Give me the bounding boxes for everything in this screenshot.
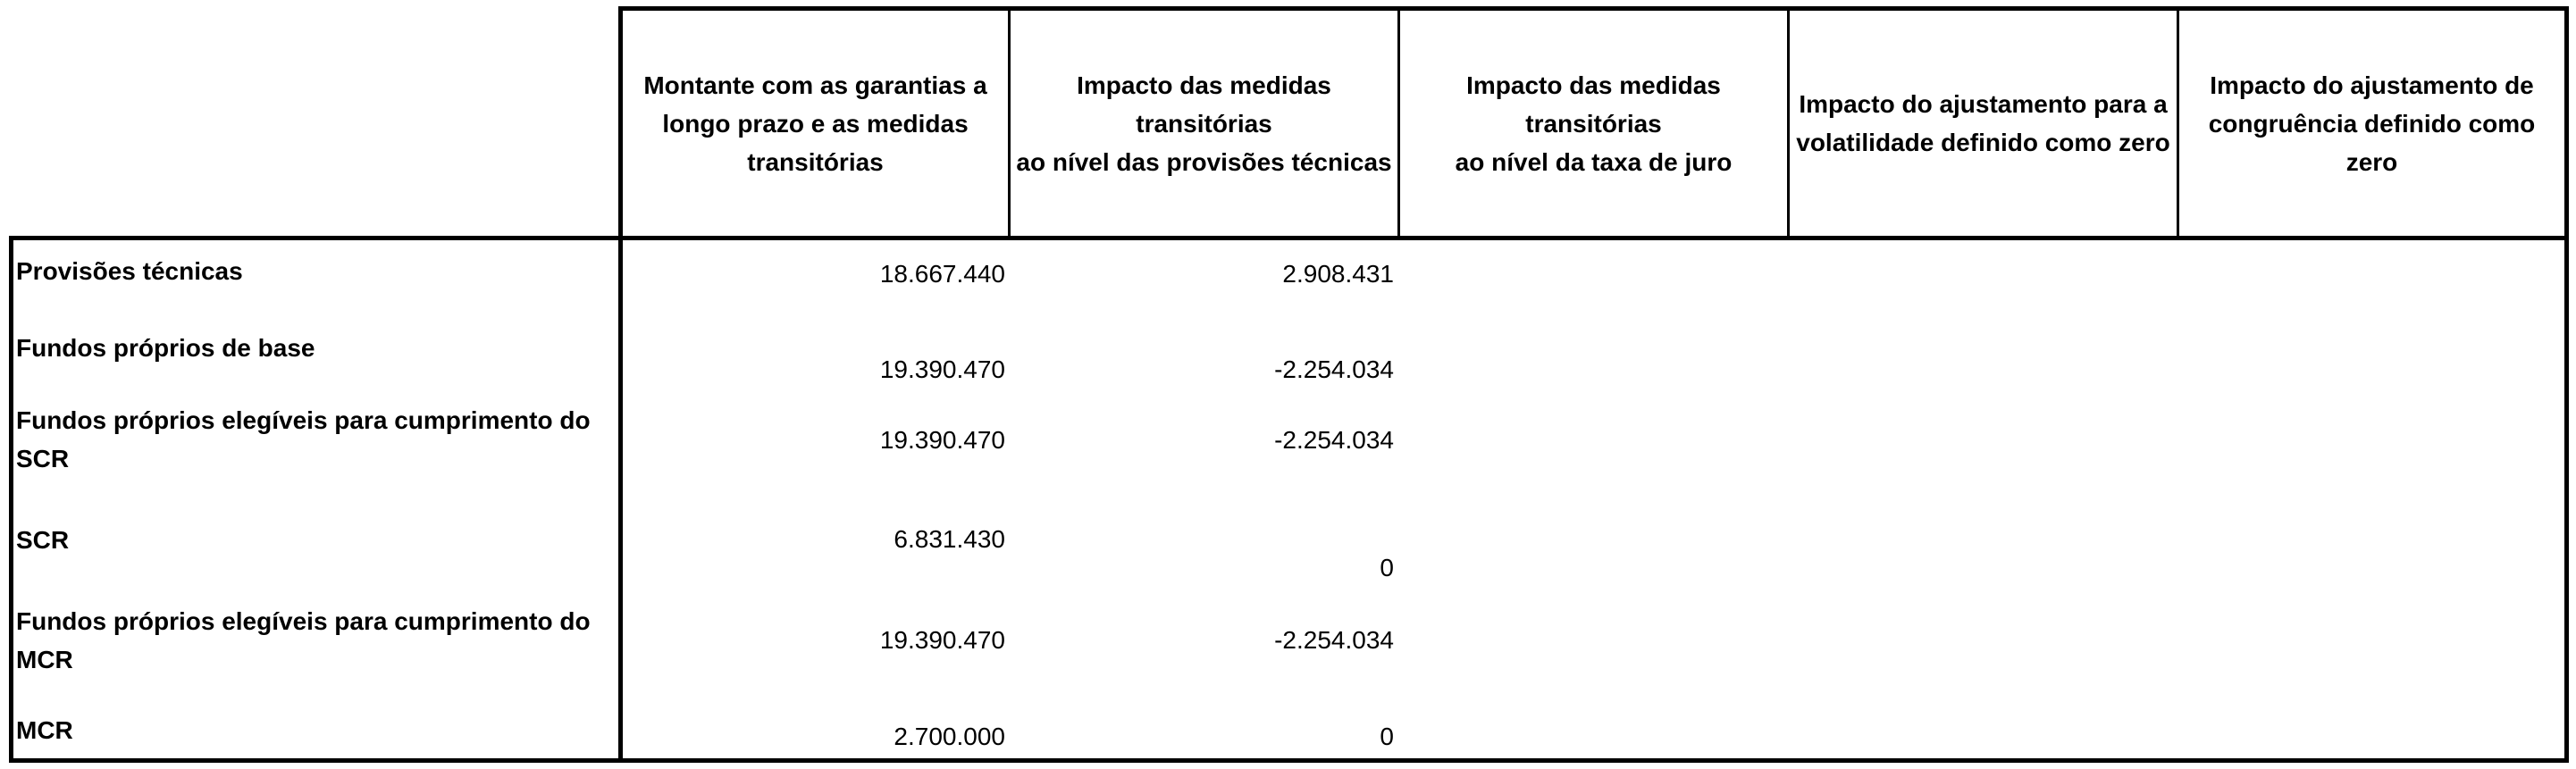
- cell-value: 6.831.430: [894, 525, 1005, 553]
- column-header-technical-provisions-impact: Impacto das medidas transitórias ao níve…: [1016, 71, 1392, 176]
- cell-value: -2.254.034: [1274, 626, 1394, 654]
- cell-value: 2.700.000: [894, 723, 1005, 750]
- body-frame: [9, 236, 2569, 763]
- row-label-scr: SCR: [16, 526, 70, 554]
- column-header-interest-rate-impact: Impacto das medidas transitórias ao níve…: [1455, 71, 1733, 176]
- cell-value: 19.390.470: [879, 355, 1005, 383]
- column-header-matching-adjustment-impact: Impacto do ajustamento de congruência de…: [2208, 71, 2536, 176]
- row-label-eligible-own-funds-scr: Fundos próprios elegíveis para cumprimen…: [16, 406, 591, 472]
- header-frame: [618, 6, 2569, 240]
- row-label-eligible-own-funds-mcr: Fundos próprios elegíveis para cumprimen…: [16, 607, 591, 673]
- label-column-divider: [618, 236, 623, 763]
- cell-value: 19.390.470: [879, 626, 1005, 654]
- column-divider: [1397, 6, 1400, 240]
- cell-value: -2.254.034: [1274, 355, 1394, 383]
- row-label-technical-provisions: Provisões técnicas: [16, 257, 243, 285]
- cell-value: 2.908.431: [1282, 260, 1394, 288]
- column-divider: [1008, 6, 1011, 240]
- column-divider: [1787, 6, 1790, 240]
- row-label-basic-own-funds: Fundos próprios de base: [16, 334, 315, 362]
- column-divider: [2177, 6, 2179, 240]
- cell-value: 18.667.440: [879, 260, 1005, 288]
- cell-value: 19.390.470: [879, 426, 1005, 454]
- cell-value: 0: [1380, 554, 1394, 581]
- column-header-amount: Montante com as garantias a longo prazo …: [643, 71, 987, 176]
- cell-value: -2.254.034: [1274, 426, 1394, 454]
- column-header-volatility-adjustment-impact: Impacto do ajustamento para a volatilida…: [1796, 90, 2170, 156]
- cell-value: 0: [1380, 723, 1394, 750]
- row-label-mcr: MCR: [16, 716, 73, 744]
